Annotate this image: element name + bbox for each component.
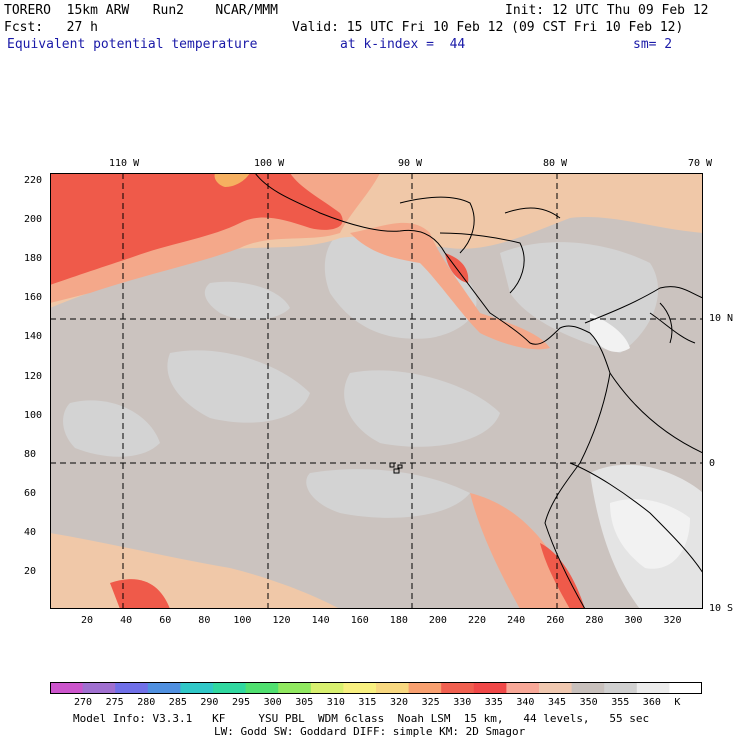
forecast-hour: Fcst: 27 h bbox=[4, 20, 98, 35]
colorbar-label: 345 bbox=[548, 697, 567, 708]
colorbar-label: 350 bbox=[579, 697, 598, 708]
lon-label-80w: 80 W bbox=[543, 158, 568, 169]
valid-time: Valid: 15 UTC Fri 10 Feb 12 (09 CST Fri … bbox=[292, 20, 684, 35]
level-index: at k-index = 44 bbox=[340, 37, 466, 52]
colorbar-label: 355 bbox=[611, 697, 630, 708]
lat-label-10s: 10 S bbox=[709, 603, 734, 614]
colorbar-swatch bbox=[441, 682, 475, 694]
lon-label-110w: 110 W bbox=[109, 158, 140, 169]
colorbar bbox=[50, 682, 702, 694]
colorbar-label: 320 bbox=[390, 697, 409, 708]
physics-info: LW: Godd SW: Goddard DIFF: simple KM: 2D… bbox=[214, 725, 526, 738]
colorbar-swatch bbox=[310, 682, 344, 694]
coastlines bbox=[254, 173, 703, 609]
x-tick-label: 320 bbox=[663, 615, 682, 626]
y-tick-label: 200 bbox=[24, 214, 43, 226]
cold-core-andes bbox=[610, 498, 690, 569]
x-tick-label: 20 bbox=[81, 615, 94, 626]
y-tick-label: 20 bbox=[24, 566, 37, 577]
x-tick-label: 260 bbox=[546, 615, 565, 626]
colorbar-swatch bbox=[571, 682, 605, 694]
warm-band-isthmus bbox=[350, 222, 550, 350]
lat-label-0: 0 bbox=[709, 458, 716, 469]
x-tick-label: 100 bbox=[233, 615, 252, 626]
x-tick-label: 240 bbox=[507, 615, 526, 626]
colorbar-swatch bbox=[180, 682, 214, 694]
colorbar-label: 300 bbox=[263, 697, 282, 708]
cold-patch-north bbox=[590, 313, 630, 353]
lat-label-10n: 10 N bbox=[709, 313, 734, 324]
colorbar-swatch bbox=[473, 682, 507, 694]
colorbar-swatch bbox=[408, 682, 442, 694]
colorbar-label: 285 bbox=[168, 697, 187, 708]
field-name: Equivalent potential temperature bbox=[7, 37, 258, 52]
colorbar-swatch bbox=[539, 682, 573, 694]
colorbar-label: 360 bbox=[642, 697, 661, 708]
x-tick-label: 140 bbox=[311, 615, 330, 626]
light-gray-patches bbox=[63, 233, 659, 518]
x-tick-label: 80 bbox=[198, 615, 211, 626]
y-tick-label: 100 bbox=[24, 409, 43, 421]
colorbar-label: 315 bbox=[358, 697, 377, 708]
y-tick-label: 140 bbox=[24, 331, 43, 343]
lat-lon-grid bbox=[50, 173, 703, 609]
y-tick-label: 60 bbox=[24, 487, 37, 499]
colorbar-label: 295 bbox=[232, 697, 251, 708]
hot-strip-coast bbox=[540, 543, 585, 609]
x-tick-label: 200 bbox=[428, 615, 447, 626]
colorbar-swatch bbox=[343, 682, 377, 694]
colorbar-swatch bbox=[604, 682, 638, 694]
lon-label-70w: 70 W bbox=[688, 158, 713, 169]
x-tick-label: 280 bbox=[585, 615, 604, 626]
map-border bbox=[50, 173, 703, 609]
x-tick-label: 120 bbox=[272, 615, 291, 626]
y-tick-label: 220 bbox=[24, 175, 43, 186]
colorbar-swatch bbox=[376, 682, 410, 694]
colorbar-label: 305 bbox=[295, 697, 314, 708]
y-tick-label: 40 bbox=[24, 526, 37, 538]
x-tick-label: 180 bbox=[389, 615, 408, 626]
colorbar-swatch bbox=[115, 682, 149, 694]
colorbar-swatch bbox=[636, 682, 670, 694]
colorbar-label: 290 bbox=[200, 697, 219, 708]
x-tick-label: 60 bbox=[159, 615, 172, 626]
colorbar-label: 310 bbox=[326, 697, 345, 708]
colorbar-swatch bbox=[278, 682, 312, 694]
model-title: TORERO 15km ARW Run2 NCAR/MMM bbox=[4, 3, 278, 18]
colorbar-swatch bbox=[245, 682, 279, 694]
colorbar-label: 275 bbox=[105, 697, 124, 708]
colorbar-label: 330 bbox=[453, 697, 472, 708]
x-tick-label: 40 bbox=[120, 615, 133, 626]
smoothing: sm= 2 bbox=[633, 37, 673, 52]
colorbar-swatch bbox=[669, 682, 702, 694]
lon-label-90w: 90 W bbox=[398, 158, 423, 169]
colorbar-label: 340 bbox=[516, 697, 535, 708]
colorbar-frame bbox=[50, 682, 702, 694]
hot-spot-south bbox=[110, 579, 170, 609]
y-tick-label: 160 bbox=[24, 292, 43, 304]
colorbar-label: 335 bbox=[484, 697, 503, 708]
lon-label-100w: 100 W bbox=[254, 158, 285, 169]
colorbar-label: 280 bbox=[137, 697, 156, 708]
colorbar-swatch bbox=[213, 682, 247, 694]
colorbar-label: 270 bbox=[74, 697, 93, 708]
colorbar-swatch bbox=[506, 682, 540, 694]
colorbar-label: K bbox=[674, 697, 681, 708]
y-tick-label: 120 bbox=[24, 370, 43, 382]
map-panel bbox=[50, 173, 703, 609]
theta-e-map bbox=[50, 173, 703, 609]
x-tick-label: 160 bbox=[350, 615, 369, 626]
model-info: Model Info: V3.3.1 KF YSU PBL WDM 6class… bbox=[73, 712, 650, 725]
warm-band-coast bbox=[470, 493, 580, 609]
colorbar-swatch bbox=[50, 682, 84, 694]
x-tick-label: 220 bbox=[468, 615, 487, 626]
colorbar-swatch bbox=[82, 682, 116, 694]
x-tick-label: 300 bbox=[624, 615, 643, 626]
hot-spot-north bbox=[214, 173, 250, 187]
colorbar-swatch bbox=[147, 682, 181, 694]
init-time: Init: 12 UTC Thu 09 Feb 12 bbox=[505, 3, 709, 18]
y-tick-label: 180 bbox=[24, 253, 43, 265]
y-tick-label: 80 bbox=[24, 448, 37, 460]
colorbar-label: 325 bbox=[421, 697, 440, 708]
